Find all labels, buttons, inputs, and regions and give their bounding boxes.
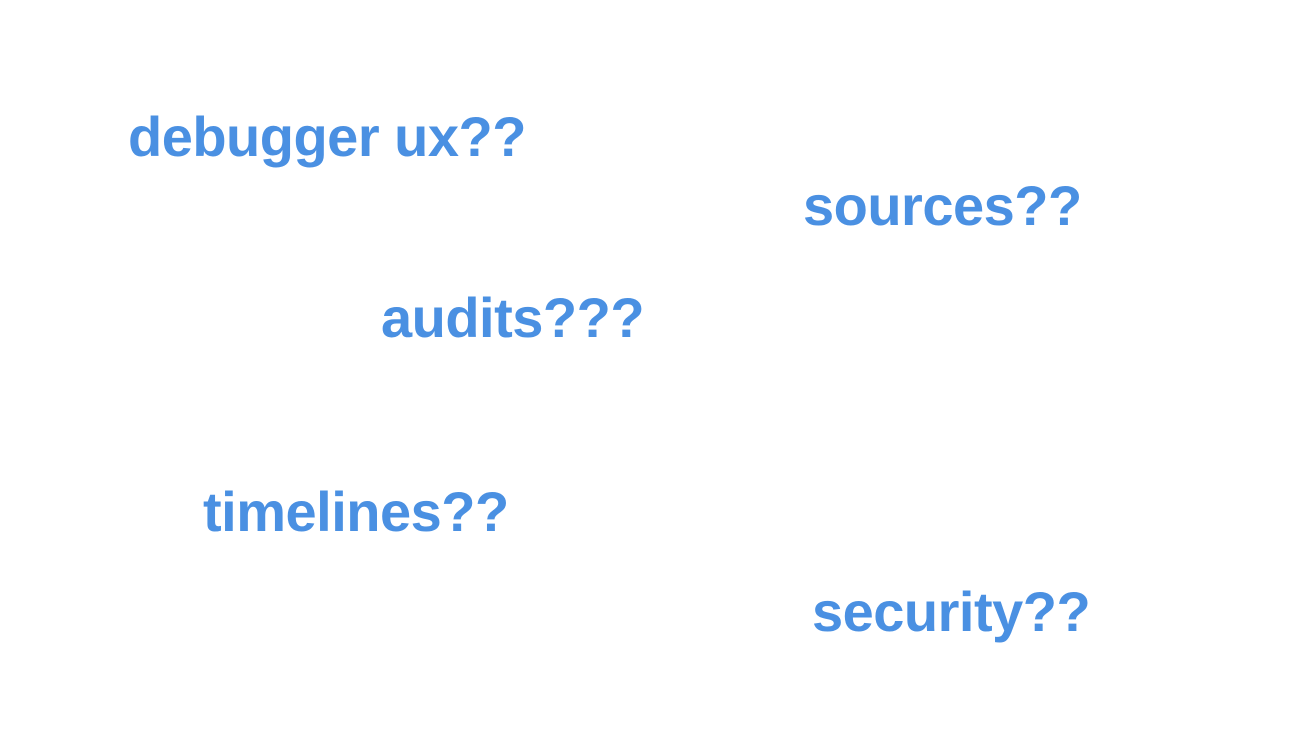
word-audits: audits??? bbox=[381, 286, 645, 349]
word-timelines: timelines?? bbox=[203, 480, 509, 543]
word-security: security?? bbox=[812, 580, 1091, 643]
word-sources: sources?? bbox=[803, 174, 1082, 237]
word-debugger-ux: debugger ux?? bbox=[128, 105, 526, 168]
